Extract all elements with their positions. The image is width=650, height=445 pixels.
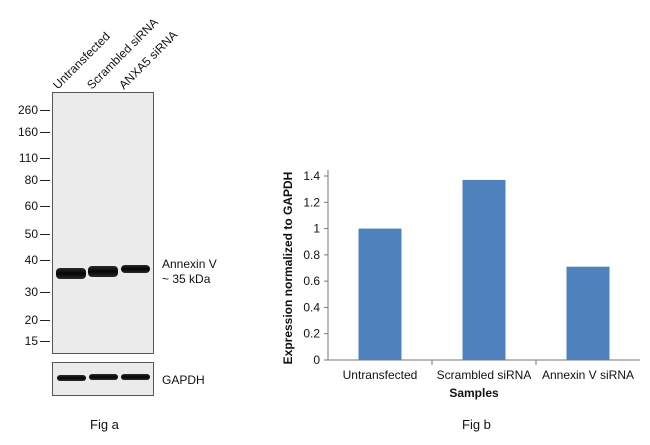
marker-tick-15 (40, 341, 50, 342)
x-axis-title: Samples (449, 386, 499, 400)
marker-label-20: 20 (24, 313, 38, 327)
band-annexin-scrambled (88, 266, 118, 277)
fig-b-caption: Fig b (462, 417, 491, 432)
x-tick-label: Annexin V siRNA (542, 368, 634, 382)
band-annexin-anxa5 (121, 265, 150, 273)
marker-tick-40 (40, 260, 50, 261)
x-tick-label: Scrambled siRNA (437, 368, 532, 382)
y-tick-label: 0.2 (303, 327, 320, 341)
y-tick-label: 0.6 (303, 274, 320, 288)
marker-label-110: 110 (18, 151, 38, 165)
y-tick-label: 1.4 (303, 169, 320, 183)
target-label-name: Annexin V (162, 257, 217, 271)
marker-label-30: 30 (24, 285, 38, 299)
band-annexin-untransfected (56, 268, 86, 279)
marker-label-50: 50 (24, 227, 38, 241)
y-tick-label: 0.4 (303, 300, 320, 314)
band-gapdh-scrambled (89, 374, 118, 380)
marker-tick-260 (40, 110, 50, 111)
marker-label-15: 15 (24, 334, 38, 348)
bar-scrambled-sirna (462, 179, 506, 360)
marker-tick-160 (40, 132, 50, 133)
marker-label-260: 260 (17, 103, 38, 117)
marker-tick-60 (40, 206, 50, 207)
bar-untransfected (358, 228, 402, 360)
loading-control-label: GAPDH (162, 373, 205, 387)
y-tick-label: 0.8 (303, 248, 320, 262)
marker-tick-80 (40, 180, 50, 181)
band-gapdh-untransfected (57, 375, 86, 381)
marker-tick-30 (40, 292, 50, 293)
marker-label-160: 160 (17, 125, 38, 139)
marker-label-80: 80 (24, 173, 38, 187)
fig-a-caption: Fig a (90, 417, 119, 432)
x-tick-label: Untransfected (343, 368, 418, 382)
marker-tick-110 (40, 158, 50, 159)
marker-label-40: 40 (24, 253, 38, 267)
y-tick-label: 0 (313, 353, 320, 367)
y-tick-label: 1.2 (303, 195, 320, 209)
y-tick-label: 1 (313, 222, 320, 236)
blot-main-membrane (52, 92, 154, 354)
target-label-size: ~ 35 kDa (162, 272, 211, 286)
band-gapdh-anxa5 (121, 374, 150, 380)
bar-annexin-v-sirna (566, 266, 610, 360)
marker-tick-20 (40, 320, 50, 321)
marker-label-60: 60 (24, 199, 38, 213)
y-axis-title: Expression normalized to GAPDH (281, 172, 295, 365)
marker-tick-50 (40, 234, 50, 235)
